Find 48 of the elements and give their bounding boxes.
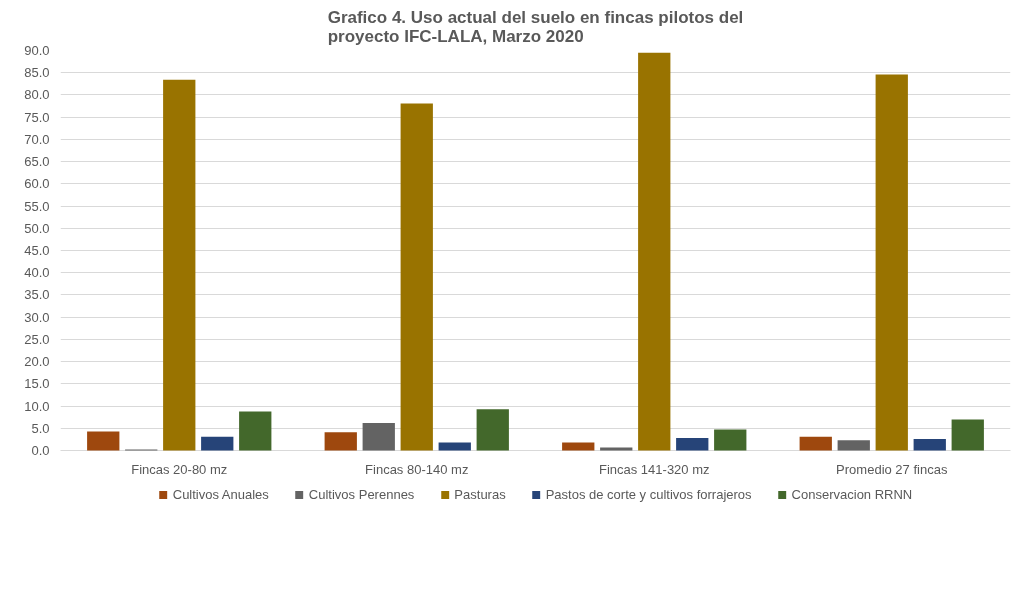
y-tick-label: 40.0 bbox=[24, 265, 50, 281]
legend-label: Cultivos Anuales bbox=[172, 486, 269, 502]
bar bbox=[438, 442, 471, 451]
y-tick-label: 0.0 bbox=[31, 443, 50, 458]
x-tick-label: Fincas 80-140 mz bbox=[365, 461, 469, 477]
legend-label: Cultivos Perennes bbox=[308, 486, 415, 502]
bar bbox=[875, 74, 908, 451]
bar bbox=[362, 422, 395, 451]
x-tick-label: Promedio 27 fincas bbox=[836, 461, 948, 477]
bar bbox=[324, 432, 357, 451]
bar bbox=[714, 429, 747, 451]
chart-title: Grafico 4. Uso actual del suelo en fincas pilotos del proyecto IFC-LALA, Marzo 2020 bbox=[327, 7, 744, 46]
bar bbox=[239, 411, 272, 451]
legend-label: Pasturas bbox=[454, 486, 506, 502]
y-tick-label: 35.0 bbox=[24, 287, 50, 303]
y-tick-label: 65.0 bbox=[24, 154, 50, 170]
bar bbox=[201, 436, 234, 451]
y-tick-label: 50.0 bbox=[24, 220, 50, 236]
bar bbox=[913, 438, 946, 451]
bar bbox=[562, 442, 595, 451]
x-tick-label: Fincas 20-80 mz bbox=[131, 461, 228, 477]
y-tick-label: 70.0 bbox=[24, 131, 50, 147]
x-tick-label: Fincas 141-320 mz bbox=[598, 461, 710, 477]
bar bbox=[600, 447, 633, 451]
bar bbox=[837, 440, 870, 451]
y-tick-label: 85.0 bbox=[24, 65, 50, 81]
bar bbox=[638, 52, 671, 451]
legend-label: Conservacion RRNN bbox=[791, 486, 913, 502]
legend-label: Pastos de corte y cultivos forrajeros bbox=[545, 486, 752, 502]
y-tick-label: 75.0 bbox=[24, 109, 50, 125]
bar bbox=[799, 436, 832, 451]
bar bbox=[951, 419, 984, 451]
bar bbox=[400, 103, 433, 451]
y-tick-label: 90.0 bbox=[24, 43, 50, 58]
y-tick-label: 80.0 bbox=[24, 87, 50, 103]
bar bbox=[476, 409, 509, 451]
y-tick-label: 30.0 bbox=[24, 309, 50, 325]
y-tick-label: 15.0 bbox=[24, 376, 50, 392]
y-tick-label: 5.0 bbox=[31, 420, 50, 436]
y-tick-label: 60.0 bbox=[24, 176, 50, 192]
y-tick-label: 45.0 bbox=[24, 243, 50, 258]
bar bbox=[163, 79, 196, 451]
y-tick-label: 20.0 bbox=[24, 354, 50, 370]
y-tick-label: 55.0 bbox=[24, 198, 50, 214]
bar bbox=[676, 438, 709, 451]
bar bbox=[87, 431, 120, 451]
y-tick-label: 10.0 bbox=[24, 398, 50, 414]
y-tick-label: 25.0 bbox=[24, 331, 50, 347]
